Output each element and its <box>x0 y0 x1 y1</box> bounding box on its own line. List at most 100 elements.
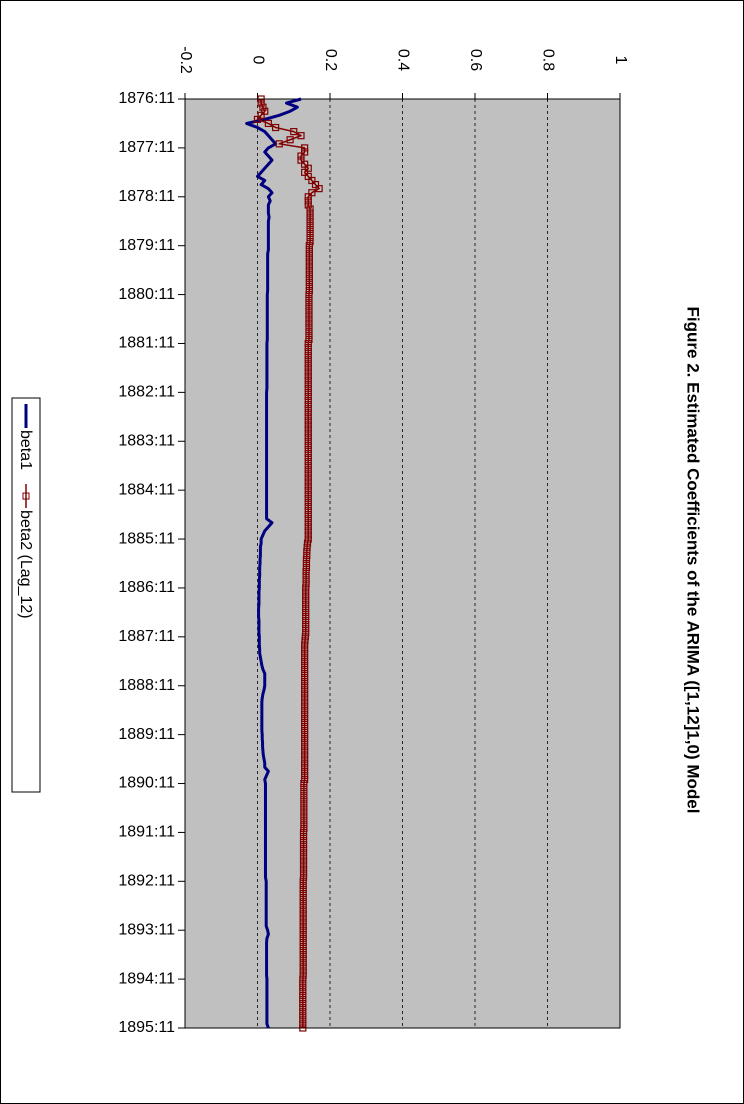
series-marker <box>305 307 313 315</box>
series-marker <box>275 140 283 148</box>
series-marker <box>302 563 311 572</box>
series-marker <box>304 449 312 458</box>
series-marker <box>301 645 309 653</box>
series-marker <box>304 400 312 409</box>
series-marker <box>306 225 314 233</box>
value-tick-label: 0.4 <box>394 49 411 71</box>
series-marker <box>299 991 307 1000</box>
series-marker <box>299 1020 307 1028</box>
series-marker <box>304 372 312 380</box>
category-label: 1895:11 <box>118 1019 175 1036</box>
series-marker <box>299 898 307 906</box>
series-marker <box>299 877 307 885</box>
category-label: 1885:11 <box>118 530 175 547</box>
legend-label: beta1 <box>17 430 34 470</box>
series-marker <box>299 987 307 995</box>
series-marker <box>305 303 313 311</box>
series-marker <box>299 849 308 857</box>
series-marker <box>304 352 312 360</box>
series-marker <box>304 506 312 515</box>
series-marker <box>301 698 309 706</box>
category-label: 1887:11 <box>118 628 175 645</box>
series-marker <box>305 262 313 270</box>
series-marker <box>297 132 305 140</box>
value-tick-label: 0.8 <box>539 49 556 71</box>
category-label: 1884:11 <box>118 481 175 498</box>
series-marker <box>299 853 308 861</box>
series-marker <box>302 596 310 604</box>
series-line <box>256 99 320 1028</box>
series-marker <box>303 539 312 547</box>
series-marker <box>302 608 310 616</box>
series-marker <box>299 841 308 849</box>
series-marker <box>290 127 298 136</box>
series-marker <box>299 971 307 979</box>
series-marker <box>302 592 310 600</box>
series-marker <box>304 409 312 417</box>
series-marker <box>304 376 312 384</box>
series-marker <box>304 339 312 348</box>
series-marker <box>301 690 309 698</box>
series-marker <box>300 824 308 832</box>
series-marker <box>299 930 307 938</box>
series-marker <box>253 115 262 123</box>
series-marker <box>299 955 307 963</box>
series-marker <box>301 767 309 775</box>
category-label: 1888:11 <box>118 677 175 694</box>
series-marker <box>305 254 313 262</box>
series-marker <box>299 946 307 955</box>
series-marker <box>257 99 265 107</box>
series-marker <box>299 999 307 1008</box>
legend-label: beta2 (Lag_12) <box>17 510 34 619</box>
category-label: 1894:11 <box>118 970 175 987</box>
series-marker <box>299 885 307 894</box>
series-marker <box>299 934 307 942</box>
series-marker <box>299 963 307 971</box>
series-marker <box>299 914 307 922</box>
series-marker <box>304 486 312 494</box>
series-marker <box>305 290 313 299</box>
series-marker <box>301 148 309 156</box>
series-marker <box>299 865 308 873</box>
category-label: 1889:11 <box>118 726 175 743</box>
series-marker <box>302 572 310 580</box>
series-marker <box>301 665 309 674</box>
series-marker <box>302 576 310 584</box>
series-marker <box>301 657 309 665</box>
series-marker <box>304 445 312 454</box>
series-marker <box>305 295 313 303</box>
category-label: 1892:11 <box>118 873 175 890</box>
series-marker <box>305 278 313 286</box>
value-tick-label: 0.2 <box>322 49 339 71</box>
series-marker <box>305 331 313 339</box>
series-marker <box>305 282 313 291</box>
series-marker <box>259 103 267 111</box>
series-marker <box>299 1004 307 1012</box>
series-marker <box>304 425 312 433</box>
series-marker <box>304 502 312 511</box>
series-marker <box>264 119 272 128</box>
series-marker <box>301 686 309 694</box>
series-marker <box>299 873 308 881</box>
series-marker <box>299 1008 307 1016</box>
series-marker <box>304 380 312 388</box>
series-marker <box>297 156 305 164</box>
series-marker <box>299 975 307 983</box>
series-marker <box>301 661 309 669</box>
series-marker <box>305 250 313 258</box>
legend-marker <box>22 492 30 500</box>
series-marker <box>299 1024 307 1032</box>
series-marker <box>304 429 312 437</box>
series-marker <box>257 111 265 119</box>
series-marker <box>304 348 312 356</box>
series-marker <box>302 625 310 633</box>
series-marker <box>300 804 308 812</box>
series-marker <box>306 221 314 229</box>
category-label: 1876:11 <box>118 90 175 107</box>
series-marker <box>304 466 312 474</box>
series-marker <box>300 796 308 804</box>
series-marker <box>304 172 312 181</box>
series-marker <box>299 918 307 926</box>
series-marker <box>301 653 309 661</box>
series-marker <box>299 894 307 902</box>
